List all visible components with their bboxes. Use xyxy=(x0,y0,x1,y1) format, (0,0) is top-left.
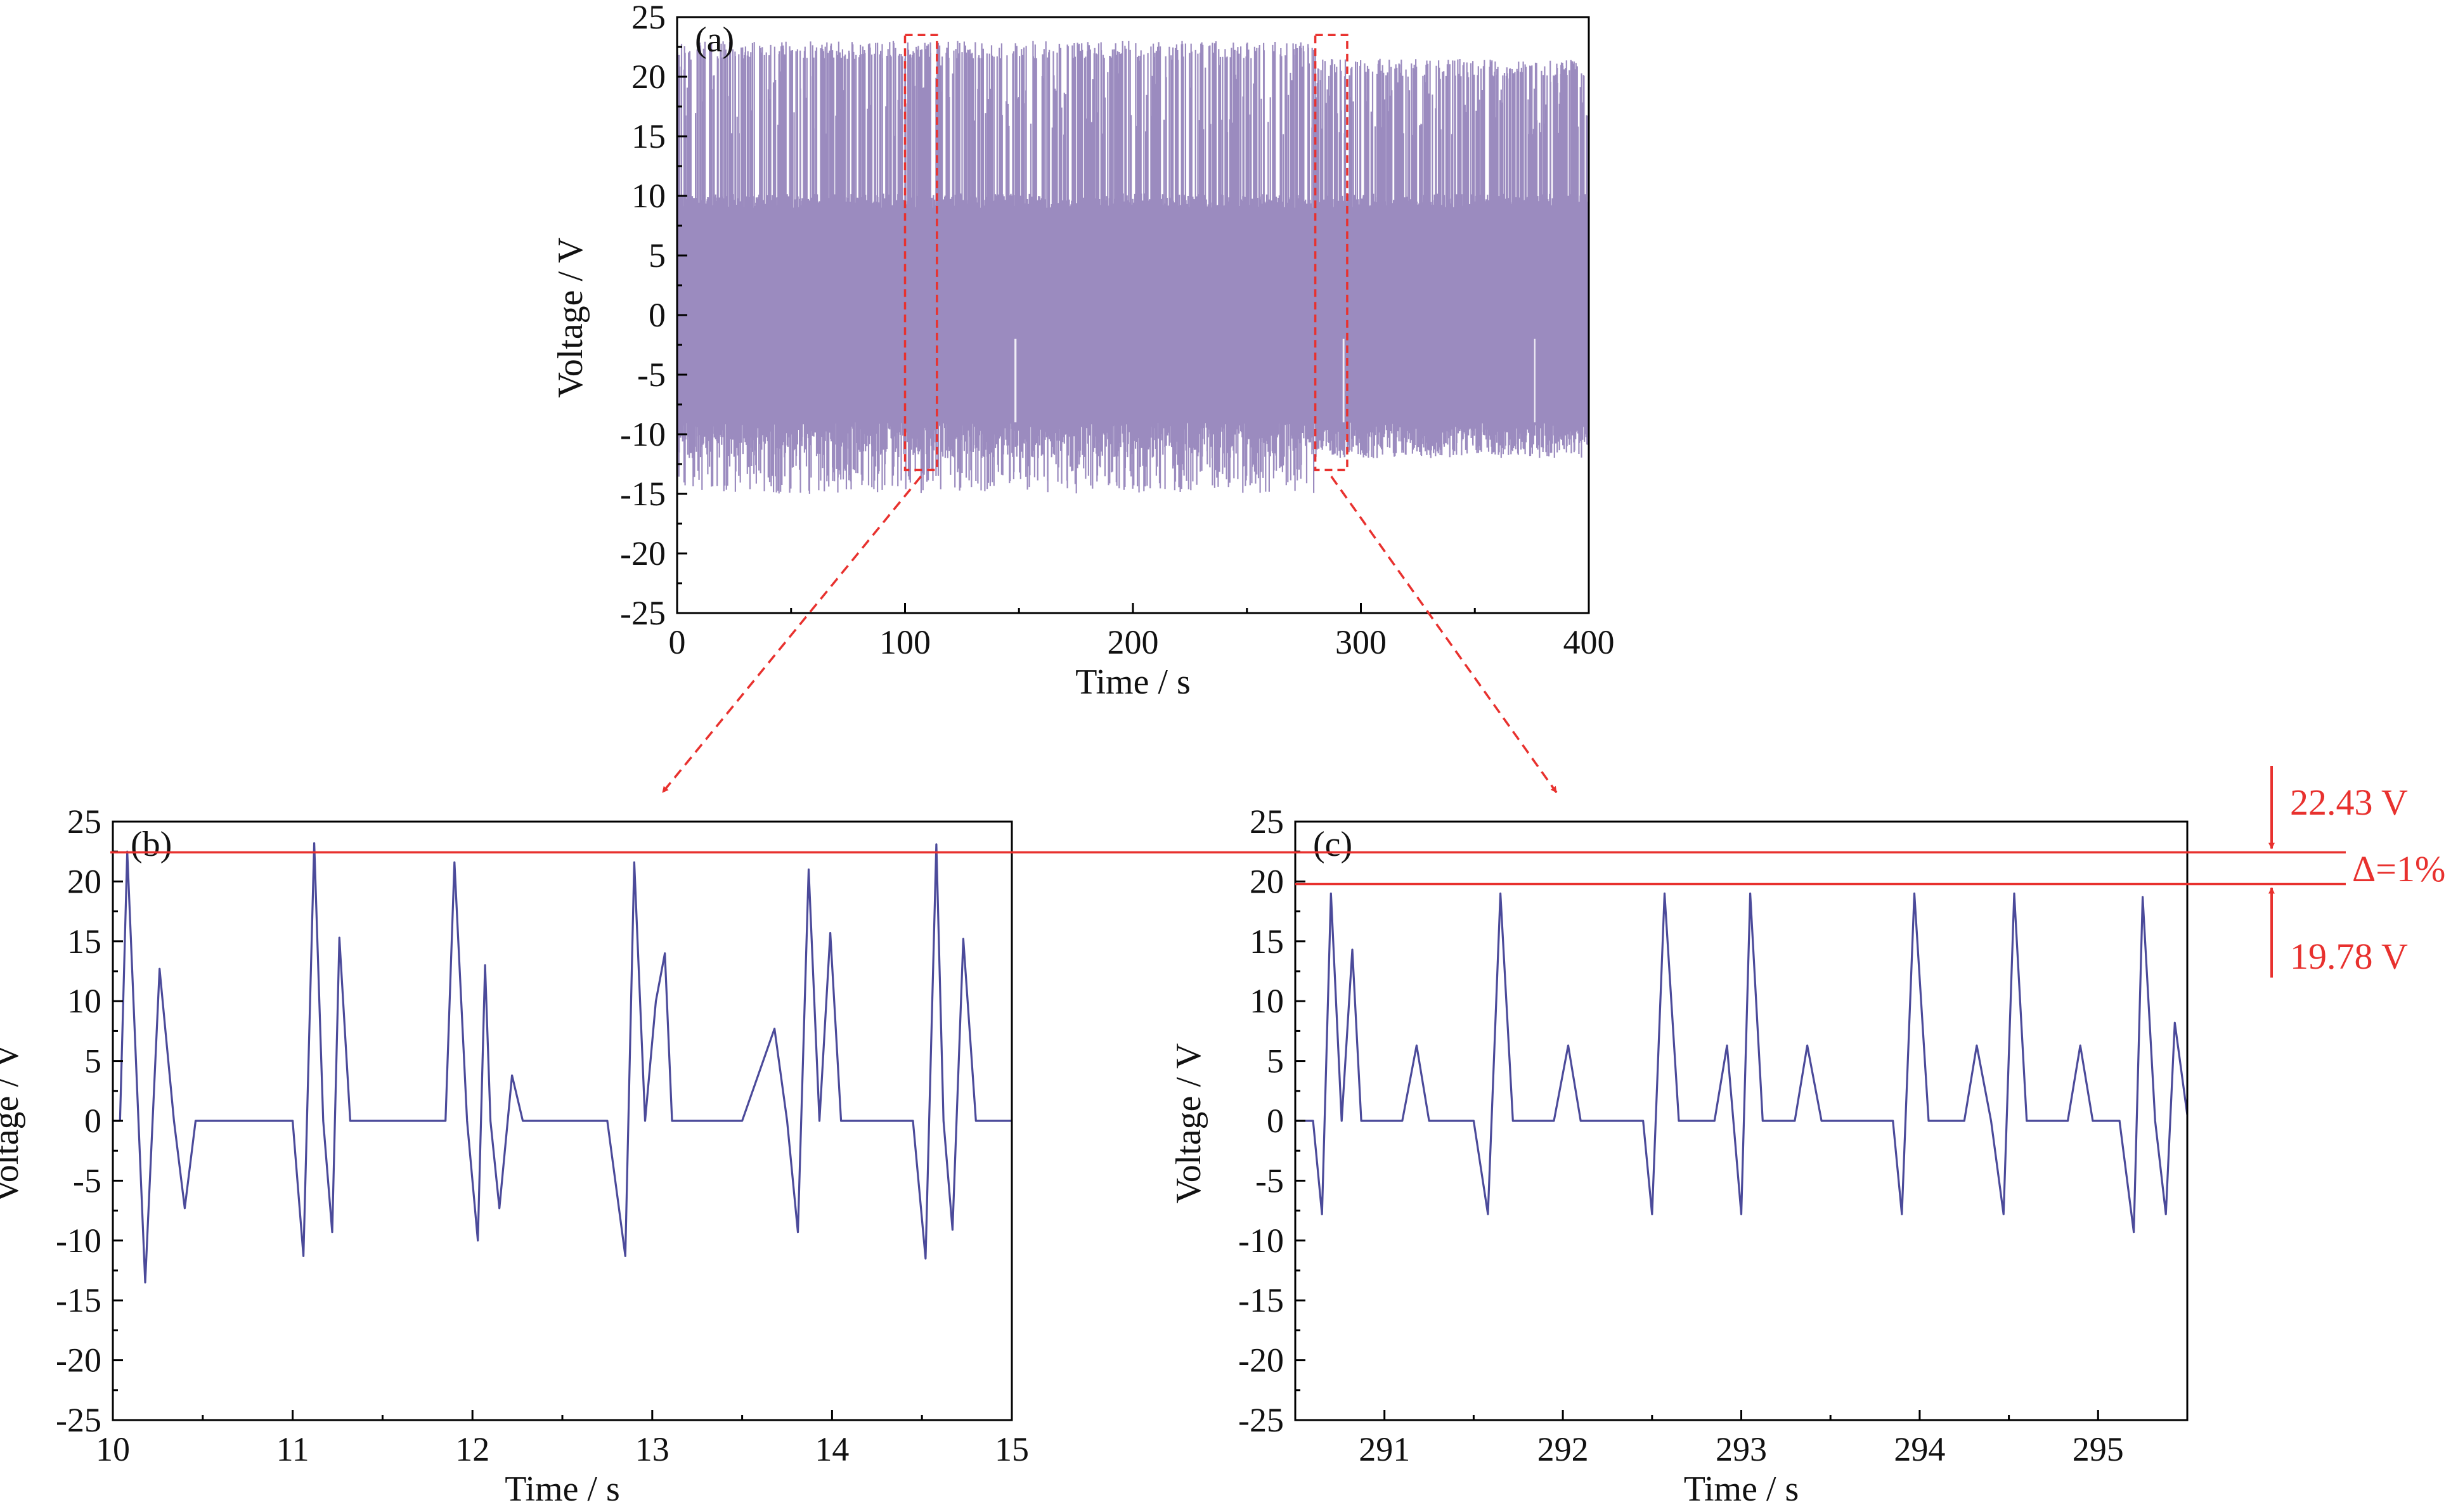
y-tick-label: 25 xyxy=(1250,803,1284,841)
y-tick-label: 25 xyxy=(631,0,666,36)
x-tick-label: 295 xyxy=(2073,1430,2124,1468)
x-tick-label: 12 xyxy=(455,1430,489,1468)
panel-label-c: (c) xyxy=(1313,825,1352,864)
chart-c: -25 -20 -15 -10 -5 0 5 10 15 20 25 291 292 293 294 295 T… xyxy=(1169,803,2189,1509)
chart-a: -25 -20 -15 -10 -5 0 5 10 15 20 25 0 100 200 300 400 Tim… xyxy=(551,0,1615,702)
y-tick-label: -10 xyxy=(56,1222,101,1260)
y-tick-label: -5 xyxy=(1255,1161,1284,1199)
y-tick-label: 15 xyxy=(1250,922,1284,960)
x-tick-label: 400 xyxy=(1563,623,1615,661)
x-tick-label: 294 xyxy=(1894,1430,1945,1468)
y-tick-label: 5 xyxy=(649,236,666,275)
y-tick-label: 25 xyxy=(67,803,101,841)
y-tick-label: 15 xyxy=(631,117,666,155)
chart-b: -25 -20 -15 -10 -5 0 5 10 15 20 25 10 11 12 13 14 15 Time… xyxy=(0,803,1029,1509)
y-tick-label: 15 xyxy=(67,922,101,960)
x-tick-label: 15 xyxy=(995,1430,1029,1468)
y-tick-label: -15 xyxy=(56,1281,101,1319)
y-tick-label: 20 xyxy=(631,58,666,96)
y-tick-label: 20 xyxy=(1250,862,1284,900)
y-tick-label: 5 xyxy=(1267,1042,1284,1080)
y-tick-label: 10 xyxy=(67,982,101,1020)
lower-value-label: 19.78 V xyxy=(2290,936,2408,977)
zoom-box-c xyxy=(1314,34,1349,472)
x-tick-label: 300 xyxy=(1335,623,1387,661)
x-tick-label: 11 xyxy=(276,1430,309,1468)
x-tick-label: 10 xyxy=(96,1430,130,1468)
x-tick-label: 291 xyxy=(1359,1430,1410,1468)
x-tick-label: 293 xyxy=(1716,1430,1767,1468)
y-tick-label: 0 xyxy=(84,1102,101,1140)
y-tick-label: 0 xyxy=(649,296,666,334)
x-axis-label: Time / s xyxy=(1684,1470,1799,1509)
series-line-b xyxy=(113,842,1012,1284)
signal-gap xyxy=(1342,339,1345,423)
x-tick-label: 292 xyxy=(1537,1430,1589,1468)
panel-label-a: (a) xyxy=(695,20,734,60)
y-tick-label: -5 xyxy=(73,1161,101,1199)
y-tick-label: 10 xyxy=(631,177,666,215)
upper-value-label: 22.43 V xyxy=(2290,782,2408,823)
zoom-arrow-b xyxy=(661,475,922,794)
series-line-c xyxy=(1295,892,2187,1234)
signal-gap xyxy=(1534,339,1536,423)
y-tick-label: -20 xyxy=(620,534,666,572)
zoom-box-b xyxy=(903,34,938,472)
x-axis-label: Time / s xyxy=(505,1470,620,1509)
y-tick-label: -5 xyxy=(637,356,666,394)
y-tick-label: 10 xyxy=(1250,982,1284,1020)
y-tick-label: -15 xyxy=(620,475,666,513)
y-axis-label: Voltage / V xyxy=(0,1043,26,1203)
x-tick-label: 200 xyxy=(1108,623,1159,661)
x-tick-label: 13 xyxy=(635,1430,669,1468)
y-tick-label: 0 xyxy=(1267,1102,1284,1140)
series-c-0 xyxy=(1295,892,2187,1234)
y-tick-label: -20 xyxy=(1238,1341,1284,1380)
y-tick-label: 20 xyxy=(67,862,101,900)
series-a-0 xyxy=(677,41,1589,494)
y-tick-label: -15 xyxy=(1238,1281,1284,1319)
y-axis-label: Voltage / V xyxy=(1169,1043,1208,1203)
x-tick-label: 100 xyxy=(879,623,931,661)
x-tick-label: 0 xyxy=(669,623,686,661)
y-tick-label: -10 xyxy=(1238,1222,1284,1260)
x-axis-label: Time / s xyxy=(1075,662,1191,702)
y-tick-label: -10 xyxy=(620,415,666,453)
dense-spikes xyxy=(677,41,1589,494)
delta-label: Δ=1% xyxy=(2352,848,2445,889)
y-tick-label: -25 xyxy=(620,594,666,632)
y-tick-label: -25 xyxy=(1238,1401,1284,1439)
y-tick-label: 5 xyxy=(84,1042,101,1080)
series-b-0 xyxy=(113,842,1012,1284)
y-tick-label: -20 xyxy=(56,1341,101,1380)
x-tick-label: 14 xyxy=(815,1430,849,1468)
y-axis-label: Voltage / V xyxy=(551,237,590,397)
signal-gap xyxy=(1014,339,1017,423)
panel-label-b: (b) xyxy=(131,825,172,864)
y-tick-label: -25 xyxy=(56,1401,101,1439)
